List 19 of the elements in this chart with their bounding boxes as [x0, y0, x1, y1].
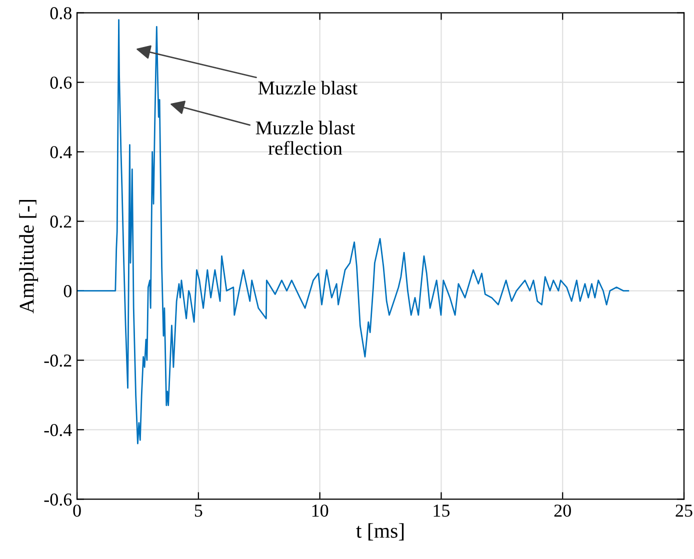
y-tick-label: 0.6	[50, 76, 72, 89]
y-axis-title: Amplitude [-]	[19, 200, 38, 314]
y-tick-label: -0.2	[44, 354, 72, 367]
x-tick-label: 10	[312, 504, 328, 517]
y-tick-label: 0.4	[50, 146, 72, 158]
y-tick-label: 0.2	[50, 216, 72, 228]
x-tick-label: 5	[194, 504, 202, 517]
y-tick-label: 0.8	[50, 7, 72, 20]
x-axis-title: t [ms]	[356, 523, 404, 540]
y-tick-label: -0.4	[44, 424, 72, 436]
x-tick-label: 0	[73, 504, 81, 517]
y-tick-label: 0	[64, 285, 72, 298]
x-tick-label: 15	[434, 504, 450, 517]
x-tick-label: 25	[676, 504, 692, 517]
y-tick-label: -0.6	[44, 493, 72, 506]
annotation: Muzzle blast	[258, 80, 358, 95]
annotation: Muzzle blast reflection	[256, 120, 356, 155]
x-tick-label: 20	[554, 504, 571, 517]
line-series	[77, 19, 630, 444]
